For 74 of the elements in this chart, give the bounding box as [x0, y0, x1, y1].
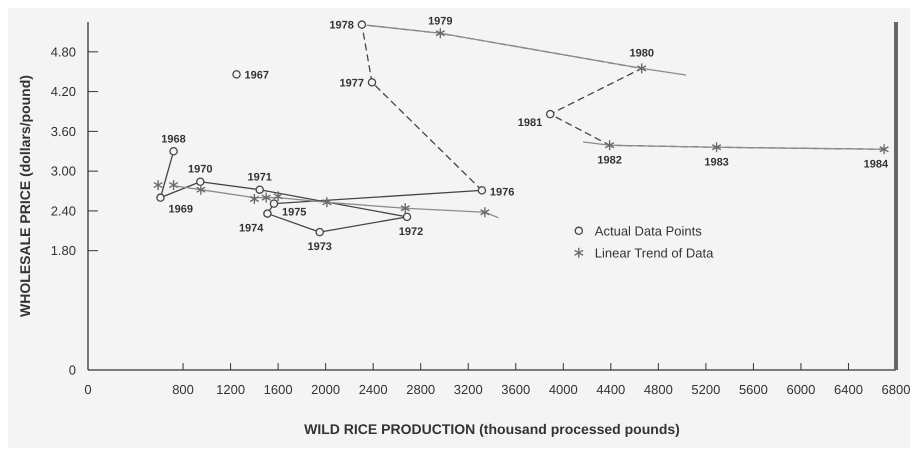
x-tick-label: 3600	[501, 382, 530, 397]
annotation: 1978	[329, 20, 354, 32]
annotation: 1975	[282, 206, 306, 219]
annotation: 1982	[597, 154, 622, 166]
annotation: 1973	[307, 241, 332, 254]
legend-label: Linear Trend of Data	[594, 245, 714, 260]
x-tick-label: 4000	[548, 382, 578, 397]
x-tick-label: 800	[172, 382, 194, 397]
y-tick-label: 3.00	[50, 164, 76, 179]
point	[261, 192, 272, 204]
x-tick-label: 1200	[216, 382, 246, 397]
y-tick-label: 2.40	[50, 203, 76, 218]
x-tick-label: 6400	[834, 382, 863, 397]
point	[636, 62, 647, 74]
point	[270, 199, 278, 208]
point	[368, 78, 376, 87]
point	[358, 20, 366, 29]
annotation: 1983	[704, 156, 729, 168]
annotation: 1984	[864, 158, 889, 170]
x-tick-label: 0	[84, 382, 92, 397]
point	[273, 190, 284, 202]
point	[480, 206, 490, 218]
point	[879, 144, 890, 155]
point	[478, 186, 486, 195]
annotation: 1967	[244, 69, 270, 82]
point	[196, 178, 205, 186]
annotation: 1980	[629, 47, 654, 60]
point	[263, 209, 272, 218]
annotation: 1972	[398, 226, 424, 238]
legend-label: Actual Data Points	[594, 223, 702, 238]
x-tick-label: 5600	[738, 382, 768, 397]
point	[712, 142, 722, 153]
point	[400, 202, 410, 214]
y-axis-title: WHOLESALE PRICE (dollars/pound)	[17, 75, 33, 317]
x-tick-label: 6000	[786, 382, 816, 397]
annotation: 1969	[168, 204, 193, 216]
x-tick-label: 3200	[454, 382, 483, 397]
x-tick-label: 5200	[691, 382, 720, 397]
point	[249, 193, 260, 205]
point	[168, 179, 179, 191]
point	[315, 228, 324, 236]
point	[402, 212, 412, 222]
line-series	[582, 141, 885, 150]
annotation: 1968	[161, 133, 186, 146]
point	[546, 110, 554, 118]
point	[156, 193, 165, 202]
annotation: 1976	[490, 186, 514, 198]
x-tick-label: 2800	[406, 382, 436, 397]
annotation: 1974	[238, 222, 264, 235]
x-tick-label: 2000	[311, 382, 340, 397]
annotation: 1971	[247, 172, 272, 184]
annotation: 1977	[340, 77, 364, 90]
annotation: 1970	[188, 164, 213, 176]
point	[153, 179, 164, 191]
point	[169, 147, 178, 156]
point	[196, 184, 206, 196]
point	[435, 28, 446, 39]
y-tick-label: 4.80	[50, 44, 76, 60]
point	[255, 185, 264, 194]
x-axis-title: WILD RICE PRODUCTION (thousand processed pounds)	[304, 421, 680, 437]
y-tick-label: 3.60	[50, 124, 76, 139]
annotation: 1981	[518, 117, 542, 130]
y-tick-label: 4.20	[50, 84, 76, 100]
annotation: 1979	[428, 15, 453, 28]
x-tick-label: 1600	[264, 382, 293, 397]
x-tick-label: 2400	[358, 382, 388, 397]
point	[232, 70, 241, 79]
point	[322, 196, 332, 208]
y-tick-label: 1.80	[50, 243, 76, 258]
x-tick-label: 4400	[596, 382, 626, 397]
y-tick-label: 0	[68, 362, 76, 378]
point	[604, 140, 615, 151]
x-tick-label: 4800	[644, 382, 673, 397]
x-tick-label: 6800	[882, 382, 910, 397]
